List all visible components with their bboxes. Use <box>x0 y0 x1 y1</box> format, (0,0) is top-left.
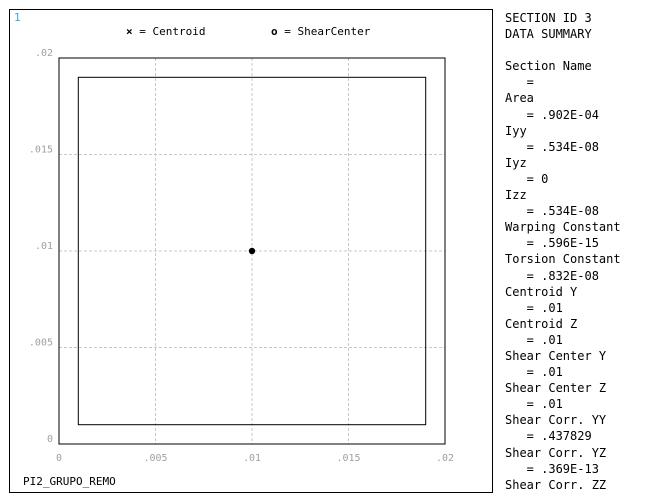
summary-line: DATA SUMMARY <box>505 27 592 42</box>
section-data-summary: SECTION ID 3 DATA SUMMARY Section Name = Ar… <box>505 10 621 493</box>
centroid-legend-label: = Centroid <box>139 25 206 38</box>
centroid-shear-center-marker <box>248 247 256 255</box>
model-title-label: PI2_GRUPO_REMO <box>23 475 116 488</box>
summary-line: Izz <box>505 188 527 203</box>
centroid-legend: × = Centroid <box>126 25 205 38</box>
summary-line: Area <box>505 91 534 106</box>
summary-line: = .01 <box>505 300 563 315</box>
summary-line: Centroid Z <box>505 316 578 331</box>
summary-line: = .437829 <box>505 429 592 444</box>
summary-line: Iyy <box>505 123 527 138</box>
summary-line: SECTION ID 3 <box>505 11 592 25</box>
x-tick-label: .015 <box>336 453 360 464</box>
y-tick-label: .01 <box>35 241 53 252</box>
summary-line: = .902E-04 <box>505 107 599 122</box>
summary-line: Shear Corr. ZZ <box>505 477 607 492</box>
centroid-marker-icon: × <box>126 25 133 38</box>
summary-line: Centroid Y <box>505 284 578 299</box>
summary-line: Shear Corr. YY <box>505 413 607 428</box>
summary-line: Shear Center Z <box>505 381 607 396</box>
summary-line: = .832E-08 <box>505 268 599 283</box>
shear-center-marker-icon: o <box>271 25 278 38</box>
summary-line: Torsion Constant <box>505 252 621 267</box>
summary-line <box>505 42 621 58</box>
summary-line: = .369E-13 <box>505 461 599 476</box>
summary-line: Iyz <box>505 155 527 170</box>
y-tick-label: .015 <box>29 145 53 156</box>
summary-line: = .01 <box>505 332 563 347</box>
summary-line: = <box>505 75 534 90</box>
summary-line: Shear Center Y <box>505 348 607 363</box>
summary-line: = .01 <box>505 397 563 412</box>
section-inner-boundary <box>77 76 427 426</box>
y-tick-label: .02 <box>35 48 53 59</box>
x-tick-label: .02 <box>436 453 454 464</box>
summary-line: = .534E-08 <box>505 139 599 154</box>
summary-line: Shear Corr. YZ <box>505 445 607 460</box>
section-outer-boundary <box>58 57 446 445</box>
shear-center-legend-label: = ShearCenter <box>284 25 371 38</box>
summary-line: Section Name <box>505 59 592 74</box>
y-tick-label: .005 <box>29 338 53 349</box>
x-tick-label: .01 <box>243 453 261 464</box>
summary-line: = .534E-08 <box>505 204 599 219</box>
shear-center-legend: o = ShearCenter <box>271 25 370 38</box>
summary-line: Warping Constant <box>505 220 621 235</box>
summary-line: = .596E-15 <box>505 236 599 251</box>
window-number: 1 <box>14 11 21 24</box>
x-tick-label: .005 <box>143 453 167 464</box>
y-tick-label: 0 <box>47 434 53 445</box>
summary-line: = 0 <box>505 171 549 186</box>
summary-line: = .01 <box>505 365 563 380</box>
x-tick-label: 0 <box>56 453 62 464</box>
